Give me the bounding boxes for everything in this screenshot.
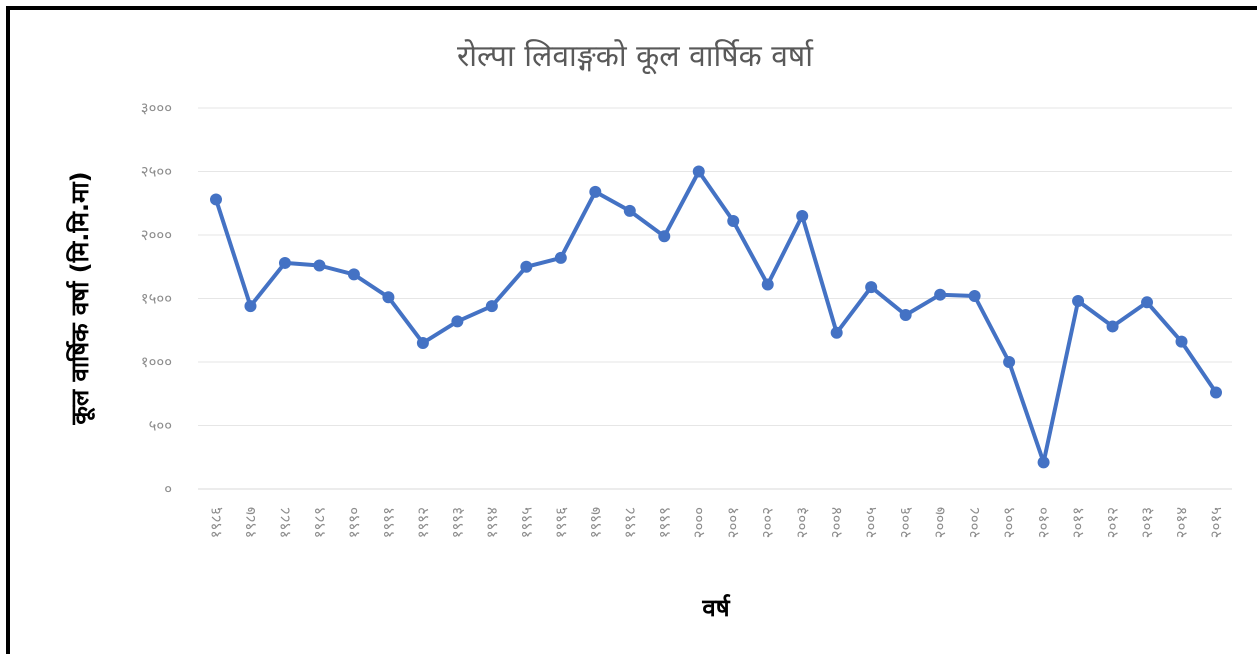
x-tick-label: १९८८ [276,507,294,538]
x-tick-label: २०१० [1035,507,1053,538]
x-tick-label: १९८६ [207,507,225,538]
y-tick-label: २००० [141,226,172,244]
data-point [451,315,464,328]
x-tick-label: १९९९ [655,507,673,538]
x-tick-label: १९९५ [517,507,535,538]
x-tick-label: २०१५ [1207,507,1225,538]
x-tick-label: १९९४ [483,507,501,538]
x-tick-label: २००३ [793,507,811,538]
gridlines [198,107,1232,490]
y-tick-label: १५०० [141,290,172,308]
y-tick-label: १००० [141,353,172,371]
data-point [210,193,222,206]
data-point [1072,295,1085,308]
data-point [899,309,912,322]
data-point [865,281,878,294]
data-point [554,251,567,264]
x-tick-label: १९९६ [552,507,570,538]
x-tick-label: २००४ [828,507,846,538]
x-tick-label: २००६ [897,507,915,538]
data-point [727,215,740,228]
y-tick-label: ० [164,480,172,498]
data-point [485,300,498,313]
data-point [968,289,981,302]
data-point [1003,356,1016,368]
data-point [761,278,774,291]
data-point [244,300,257,313]
x-tick-label: २०११ [1069,507,1087,538]
data-point [658,230,671,243]
data-point [830,326,843,339]
data-point [623,204,636,217]
chart-title: रोल्पा लिवाङ्गको कूल वार्षिक वर्षा [457,39,814,75]
data-point [1210,386,1222,399]
x-tick-label: २०१४ [1173,507,1191,538]
y-tick-label: २५०० [141,163,172,181]
x-tick-label: २००५ [862,507,880,538]
x-tick-label: २००९ [1000,507,1018,538]
y-tick-label: ३००० [141,99,172,117]
data-point [692,165,705,178]
x-tick-label: २००२ [759,507,777,538]
data-point [934,288,947,301]
x-tick-label: १९९० [345,507,363,538]
chart-frame [6,6,1257,654]
data-point [278,256,291,269]
series-points [210,165,1222,469]
x-tick-label: २००१ [724,507,742,538]
data-point [589,185,602,198]
data-point [382,291,395,304]
y-tick-labels: ० ५०० १००० १५०० २००० २५०० ३००० [141,99,172,498]
data-point [1106,320,1119,333]
data-point [1141,296,1154,309]
x-tick-label: १९९७ [586,507,604,538]
data-point [520,260,533,273]
x-tick-label: १९९२ [414,507,432,538]
x-tick-label: १९८९ [310,507,328,538]
data-point [347,268,360,281]
x-tick-label: २०१२ [1104,507,1122,538]
data-point [1037,456,1050,469]
y-axis-title: कूल वार्षिक वर्षा (मि.मि.मा) [66,171,96,425]
x-tick-label: १९९१ [379,507,397,538]
data-point [796,209,809,222]
x-tick-label: १९९८ [621,507,639,538]
x-tick-label: १९८७ [241,507,259,538]
x-axis-title: वर्ष [701,594,730,622]
x-tick-label: २००७ [931,507,949,538]
data-point [416,336,429,349]
x-tick-label: २००० [690,507,708,538]
x-tick-label: २०१३ [1138,507,1156,538]
x-tick-labels: १९८६ १९८७ १९८८ १९८९ १९९० १९९१ १९९२ १९९३ १९९४ १९९५… [207,507,1225,538]
x-tick-label: २००८ [966,507,984,538]
series-line [214,169,1218,465]
y-tick-label: ५०० [149,417,172,435]
data-point [313,259,326,272]
x-tick-label: १९९३ [448,507,466,538]
data-point [1175,335,1188,348]
